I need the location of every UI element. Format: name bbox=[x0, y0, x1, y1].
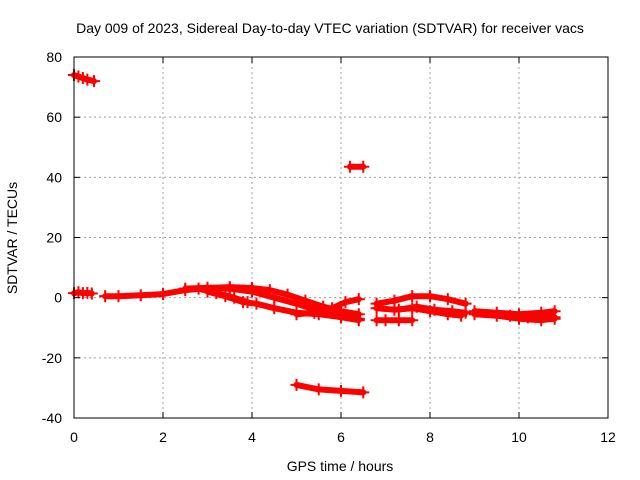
data-point bbox=[521, 311, 534, 324]
series-s13 bbox=[392, 300, 472, 319]
data-point bbox=[192, 282, 205, 295]
data-point bbox=[339, 296, 352, 309]
data-point bbox=[379, 314, 392, 327]
data-point bbox=[268, 302, 281, 315]
data-point bbox=[424, 290, 436, 303]
series-trace bbox=[195, 285, 251, 306]
series-s7 bbox=[290, 293, 365, 321]
series-s6 bbox=[192, 282, 254, 309]
data-point bbox=[459, 306, 472, 319]
data-point bbox=[335, 311, 347, 324]
y-tick-label: 20 bbox=[46, 230, 62, 246]
grid bbox=[74, 57, 608, 418]
x-tick-label: 12 bbox=[600, 429, 616, 445]
series-s2 bbox=[68, 286, 98, 300]
data-point bbox=[268, 291, 281, 304]
data-point bbox=[357, 386, 370, 399]
data-point bbox=[246, 285, 258, 298]
x-tick-label: 4 bbox=[248, 429, 256, 445]
x-tick-label: 6 bbox=[337, 429, 345, 445]
data-point bbox=[441, 293, 454, 306]
series-s8 bbox=[343, 160, 370, 173]
data-point bbox=[312, 383, 325, 396]
data-point bbox=[335, 384, 347, 397]
data-point bbox=[72, 70, 85, 83]
data-point bbox=[281, 288, 294, 301]
data-point bbox=[352, 312, 365, 325]
data-point bbox=[406, 290, 419, 303]
axis-ticks: 0 2 4 6 8 10 12 -40 -20 0 20 40 60 80 bbox=[42, 49, 616, 445]
data-point bbox=[76, 72, 89, 85]
data-point bbox=[539, 309, 552, 322]
y-tick-label: 0 bbox=[54, 290, 62, 306]
data-point bbox=[352, 293, 365, 306]
series-s16 bbox=[504, 309, 561, 324]
x-tick-label: 8 bbox=[426, 429, 434, 445]
data-point bbox=[308, 306, 321, 319]
data-point bbox=[99, 290, 112, 303]
y-tick-label: 40 bbox=[46, 169, 62, 185]
series-trace bbox=[293, 381, 367, 396]
x-tick-label: 10 bbox=[511, 429, 527, 445]
data-point bbox=[88, 75, 101, 88]
chart-title: Day 009 of 2023, Sidereal Day-to-day VTE… bbox=[76, 20, 584, 36]
data-point bbox=[406, 314, 419, 327]
data-point bbox=[490, 309, 503, 322]
data-point bbox=[112, 290, 125, 303]
data-point bbox=[392, 314, 405, 327]
y-tick-label: -20 bbox=[42, 350, 62, 366]
data-point bbox=[241, 296, 254, 309]
data-point bbox=[250, 297, 263, 310]
y-axis-label: SDTVAR / TECUs bbox=[4, 182, 20, 294]
data-point bbox=[157, 288, 169, 301]
x-tick-label: 0 bbox=[70, 429, 78, 445]
data-point bbox=[223, 282, 236, 295]
data-point bbox=[290, 308, 303, 321]
data-point bbox=[85, 287, 98, 300]
data-point bbox=[504, 309, 517, 322]
data-point bbox=[428, 303, 441, 316]
data-point bbox=[343, 160, 356, 173]
y-tick-label: -40 bbox=[42, 410, 62, 426]
x-tick-label: 2 bbox=[159, 429, 167, 445]
data-series-layer bbox=[68, 69, 561, 399]
data-point bbox=[548, 311, 561, 324]
data-point bbox=[410, 300, 423, 313]
data-point bbox=[370, 302, 383, 315]
series-s9 bbox=[290, 378, 370, 399]
data-point bbox=[446, 305, 459, 318]
data-point bbox=[81, 73, 94, 86]
data-point bbox=[134, 289, 147, 302]
data-point bbox=[468, 308, 481, 321]
data-point bbox=[357, 160, 370, 173]
data-point bbox=[228, 291, 241, 304]
data-point bbox=[326, 302, 339, 315]
data-point bbox=[290, 378, 303, 391]
series-s10 bbox=[370, 290, 472, 310]
x-axis-label: GPS time / hours bbox=[287, 458, 394, 474]
data-point bbox=[179, 282, 192, 295]
series-s12 bbox=[370, 314, 419, 327]
y-tick-label: 80 bbox=[46, 49, 62, 65]
data-point bbox=[392, 303, 405, 316]
y-tick-label: 60 bbox=[46, 109, 62, 125]
data-point bbox=[210, 287, 223, 300]
